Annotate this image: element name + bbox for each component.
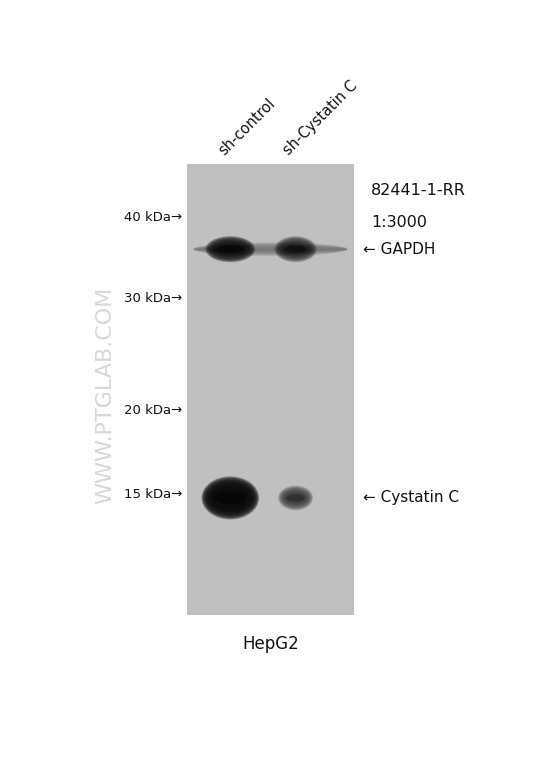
Ellipse shape	[207, 237, 254, 261]
Ellipse shape	[286, 494, 305, 502]
Ellipse shape	[213, 489, 247, 507]
Ellipse shape	[206, 481, 255, 515]
Ellipse shape	[205, 480, 255, 516]
Ellipse shape	[279, 486, 313, 510]
Ellipse shape	[278, 486, 313, 510]
Ellipse shape	[211, 240, 250, 258]
Ellipse shape	[278, 239, 313, 258]
Text: ← Cystatin C: ← Cystatin C	[362, 490, 458, 505]
Ellipse shape	[275, 236, 316, 262]
Ellipse shape	[204, 478, 257, 518]
Ellipse shape	[279, 486, 312, 509]
Bar	[187, 164, 354, 615]
Ellipse shape	[211, 240, 249, 258]
Ellipse shape	[207, 483, 253, 513]
Ellipse shape	[276, 238, 315, 261]
Ellipse shape	[276, 237, 315, 261]
Ellipse shape	[202, 477, 259, 519]
Ellipse shape	[280, 487, 312, 509]
Ellipse shape	[211, 486, 250, 510]
Ellipse shape	[208, 239, 252, 260]
Ellipse shape	[279, 486, 312, 509]
Ellipse shape	[210, 485, 251, 511]
Ellipse shape	[284, 245, 307, 253]
Ellipse shape	[212, 488, 248, 508]
Ellipse shape	[213, 242, 247, 256]
Ellipse shape	[206, 236, 254, 261]
Ellipse shape	[277, 239, 314, 260]
Ellipse shape	[213, 242, 248, 257]
Ellipse shape	[206, 236, 255, 262]
Text: 30 kDa→: 30 kDa→	[124, 293, 183, 306]
Ellipse shape	[276, 238, 315, 261]
Ellipse shape	[205, 236, 255, 262]
Ellipse shape	[212, 242, 248, 257]
Ellipse shape	[210, 239, 251, 258]
Text: 15 kDa→: 15 kDa→	[124, 489, 183, 502]
Ellipse shape	[213, 488, 248, 508]
Ellipse shape	[277, 239, 314, 260]
Text: 20 kDa→: 20 kDa→	[124, 404, 183, 416]
Ellipse shape	[205, 480, 255, 515]
Text: sh-control: sh-control	[215, 96, 278, 159]
Ellipse shape	[278, 239, 314, 259]
Ellipse shape	[201, 477, 259, 520]
Ellipse shape	[210, 486, 251, 511]
Ellipse shape	[210, 239, 251, 259]
Ellipse shape	[208, 484, 252, 512]
Ellipse shape	[211, 241, 249, 258]
Ellipse shape	[204, 479, 256, 517]
Ellipse shape	[217, 245, 244, 253]
Ellipse shape	[202, 477, 258, 518]
Ellipse shape	[275, 237, 316, 261]
Text: 1:3000: 1:3000	[371, 215, 427, 230]
Ellipse shape	[205, 480, 256, 516]
Ellipse shape	[207, 238, 253, 261]
Ellipse shape	[206, 482, 254, 515]
Ellipse shape	[280, 487, 312, 508]
Ellipse shape	[208, 238, 253, 261]
Text: ← GAPDH: ← GAPDH	[362, 242, 435, 257]
Text: sh-Cystatin C: sh-Cystatin C	[281, 78, 361, 159]
Ellipse shape	[274, 236, 317, 262]
Ellipse shape	[214, 492, 246, 505]
Text: WWW.PTGLAB.COM: WWW.PTGLAB.COM	[95, 287, 115, 504]
Text: 40 kDa→: 40 kDa→	[124, 211, 183, 223]
Ellipse shape	[203, 478, 258, 518]
Text: 82441-1-RR: 82441-1-RR	[371, 183, 466, 198]
Text: HepG2: HepG2	[242, 635, 299, 654]
Ellipse shape	[275, 236, 316, 261]
Ellipse shape	[212, 487, 249, 508]
Ellipse shape	[212, 241, 249, 258]
Ellipse shape	[207, 482, 254, 514]
Ellipse shape	[278, 239, 313, 259]
Ellipse shape	[278, 486, 313, 511]
Ellipse shape	[211, 486, 249, 509]
Ellipse shape	[209, 239, 252, 259]
Ellipse shape	[208, 483, 253, 512]
Ellipse shape	[209, 484, 252, 511]
Ellipse shape	[206, 237, 254, 261]
Ellipse shape	[208, 239, 252, 260]
